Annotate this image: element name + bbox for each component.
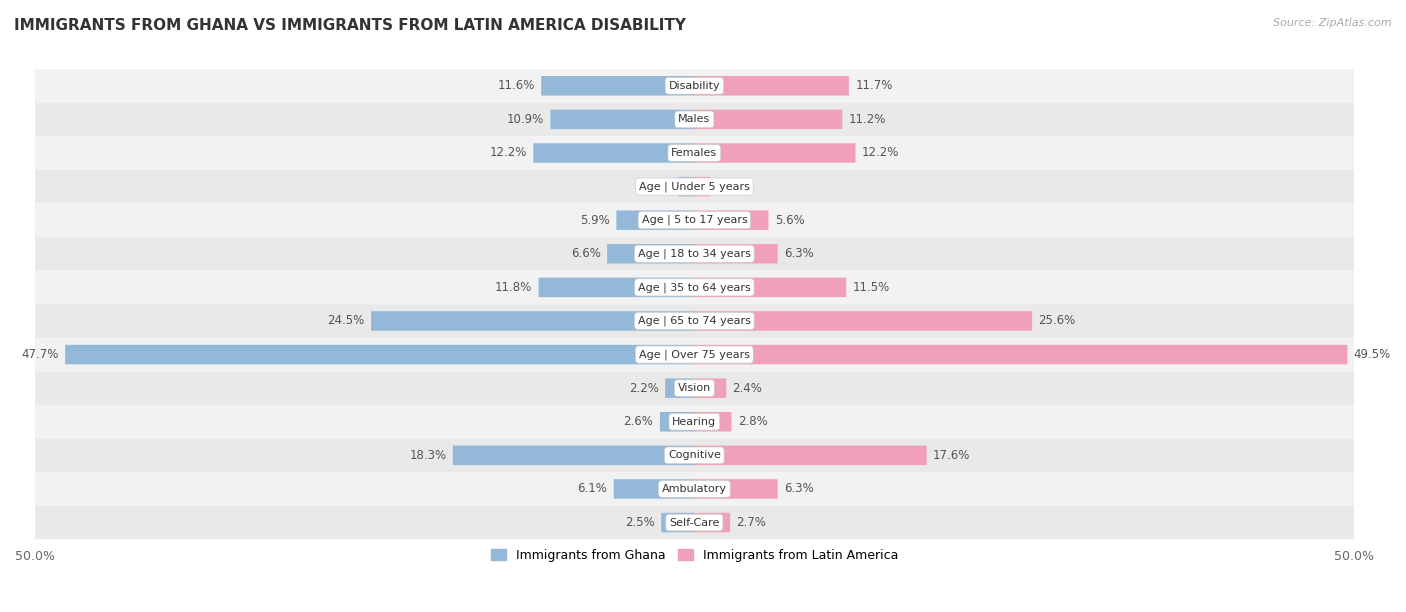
- Text: 11.8%: 11.8%: [495, 281, 531, 294]
- FancyBboxPatch shape: [665, 378, 695, 398]
- Text: Self-Care: Self-Care: [669, 518, 720, 528]
- Text: Source: ZipAtlas.com: Source: ZipAtlas.com: [1274, 18, 1392, 28]
- FancyBboxPatch shape: [35, 271, 1354, 304]
- Text: 5.9%: 5.9%: [581, 214, 610, 226]
- Text: 10.9%: 10.9%: [506, 113, 544, 126]
- FancyBboxPatch shape: [538, 278, 695, 297]
- Text: 11.5%: 11.5%: [852, 281, 890, 294]
- FancyBboxPatch shape: [695, 345, 1347, 364]
- FancyBboxPatch shape: [614, 479, 695, 499]
- Text: Disability: Disability: [669, 81, 720, 91]
- Text: 11.6%: 11.6%: [498, 80, 534, 92]
- FancyBboxPatch shape: [35, 304, 1354, 338]
- FancyBboxPatch shape: [695, 244, 778, 264]
- FancyBboxPatch shape: [35, 371, 1354, 405]
- FancyBboxPatch shape: [695, 177, 710, 196]
- Legend: Immigrants from Ghana, Immigrants from Latin America: Immigrants from Ghana, Immigrants from L…: [485, 544, 903, 567]
- FancyBboxPatch shape: [541, 76, 695, 95]
- Text: 5.6%: 5.6%: [775, 214, 804, 226]
- FancyBboxPatch shape: [550, 110, 695, 129]
- FancyBboxPatch shape: [35, 136, 1354, 170]
- Text: 2.6%: 2.6%: [624, 416, 654, 428]
- FancyBboxPatch shape: [695, 479, 778, 499]
- Text: 6.3%: 6.3%: [785, 247, 814, 260]
- Text: Males: Males: [678, 114, 710, 124]
- Text: Age | Under 5 years: Age | Under 5 years: [638, 181, 749, 192]
- Text: Age | 65 to 74 years: Age | 65 to 74 years: [638, 316, 751, 326]
- FancyBboxPatch shape: [695, 446, 927, 465]
- FancyBboxPatch shape: [695, 76, 849, 95]
- FancyBboxPatch shape: [35, 170, 1354, 203]
- Text: 2.8%: 2.8%: [738, 416, 768, 428]
- FancyBboxPatch shape: [695, 110, 842, 129]
- Text: 2.7%: 2.7%: [737, 516, 766, 529]
- Text: 47.7%: 47.7%: [21, 348, 59, 361]
- FancyBboxPatch shape: [695, 412, 731, 431]
- Text: 2.5%: 2.5%: [626, 516, 655, 529]
- Text: Hearing: Hearing: [672, 417, 717, 427]
- FancyBboxPatch shape: [35, 237, 1354, 271]
- FancyBboxPatch shape: [659, 412, 695, 431]
- FancyBboxPatch shape: [695, 378, 727, 398]
- Text: 12.2%: 12.2%: [489, 146, 527, 160]
- Text: Age | 35 to 64 years: Age | 35 to 64 years: [638, 282, 751, 293]
- Text: Age | 18 to 34 years: Age | 18 to 34 years: [638, 248, 751, 259]
- FancyBboxPatch shape: [695, 513, 730, 532]
- Text: 49.5%: 49.5%: [1354, 348, 1391, 361]
- Text: 2.4%: 2.4%: [733, 382, 762, 395]
- FancyBboxPatch shape: [695, 312, 1032, 330]
- Text: Ambulatory: Ambulatory: [662, 484, 727, 494]
- FancyBboxPatch shape: [695, 143, 855, 163]
- FancyBboxPatch shape: [453, 446, 695, 465]
- Text: 25.6%: 25.6%: [1039, 315, 1076, 327]
- FancyBboxPatch shape: [616, 211, 695, 230]
- Text: 2.2%: 2.2%: [628, 382, 659, 395]
- Text: 1.2%: 1.2%: [643, 180, 672, 193]
- FancyBboxPatch shape: [607, 244, 695, 264]
- Text: 17.6%: 17.6%: [934, 449, 970, 462]
- FancyBboxPatch shape: [695, 211, 769, 230]
- FancyBboxPatch shape: [371, 312, 695, 330]
- Text: 6.6%: 6.6%: [571, 247, 600, 260]
- Text: Age | 5 to 17 years: Age | 5 to 17 years: [641, 215, 747, 225]
- FancyBboxPatch shape: [35, 69, 1354, 103]
- Text: 6.1%: 6.1%: [578, 482, 607, 496]
- FancyBboxPatch shape: [533, 143, 695, 163]
- Text: 12.2%: 12.2%: [862, 146, 900, 160]
- FancyBboxPatch shape: [35, 506, 1354, 539]
- Text: 1.2%: 1.2%: [717, 180, 747, 193]
- FancyBboxPatch shape: [35, 103, 1354, 136]
- Text: Vision: Vision: [678, 383, 711, 393]
- Text: Females: Females: [671, 148, 717, 158]
- Text: 11.7%: 11.7%: [855, 80, 893, 92]
- FancyBboxPatch shape: [35, 405, 1354, 439]
- FancyBboxPatch shape: [65, 345, 695, 364]
- Text: IMMIGRANTS FROM GHANA VS IMMIGRANTS FROM LATIN AMERICA DISABILITY: IMMIGRANTS FROM GHANA VS IMMIGRANTS FROM…: [14, 18, 686, 34]
- FancyBboxPatch shape: [661, 513, 695, 532]
- FancyBboxPatch shape: [695, 278, 846, 297]
- FancyBboxPatch shape: [35, 472, 1354, 506]
- Text: 18.3%: 18.3%: [409, 449, 447, 462]
- Text: 24.5%: 24.5%: [328, 315, 364, 327]
- FancyBboxPatch shape: [35, 203, 1354, 237]
- FancyBboxPatch shape: [678, 177, 695, 196]
- FancyBboxPatch shape: [35, 439, 1354, 472]
- Text: 11.2%: 11.2%: [849, 113, 886, 126]
- Text: 6.3%: 6.3%: [785, 482, 814, 496]
- FancyBboxPatch shape: [35, 338, 1354, 371]
- Text: Age | Over 75 years: Age | Over 75 years: [638, 349, 749, 360]
- Text: Cognitive: Cognitive: [668, 450, 721, 460]
